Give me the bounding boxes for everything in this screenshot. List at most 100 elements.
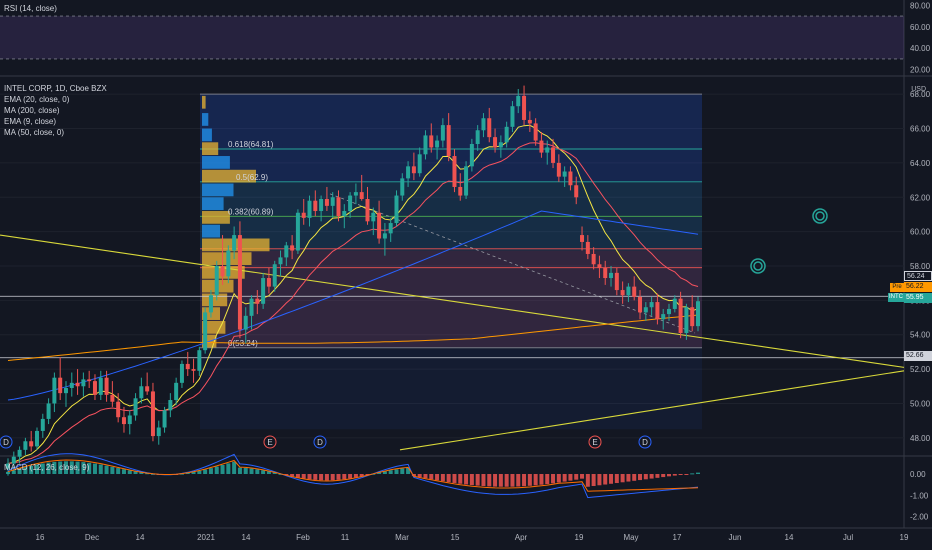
candle-body xyxy=(522,95,527,120)
macd-histogram-bar xyxy=(110,466,115,474)
macd-legend: MACD (12, 26, close, 9) xyxy=(4,463,90,472)
candle-body xyxy=(116,401,121,418)
candle-body xyxy=(620,290,625,296)
x-axis-label: 15 xyxy=(451,533,460,542)
macd-histogram-bar xyxy=(179,473,184,475)
candle-body xyxy=(237,235,242,330)
candle-body xyxy=(226,250,231,277)
macd-histogram-bar xyxy=(255,469,260,474)
candle-body xyxy=(284,245,289,258)
candle-body xyxy=(208,295,213,313)
fib-zone-red xyxy=(200,250,702,348)
volume-profile-bar xyxy=(202,128,212,142)
target-circle-inner xyxy=(815,211,825,221)
candle-body xyxy=(110,394,115,402)
volume-profile-bar xyxy=(202,169,256,183)
candle-body xyxy=(585,241,590,254)
event-marker xyxy=(263,435,277,449)
event-marker xyxy=(0,435,13,449)
macd-histogram-bar xyxy=(411,474,416,477)
x-axis-label: Apr xyxy=(515,533,528,542)
x-axis-label: 19 xyxy=(900,533,909,542)
price-tag-top: 56.24 xyxy=(904,271,932,281)
macd-histogram-bar xyxy=(203,469,208,474)
x-axis-label: 17 xyxy=(673,533,682,542)
macd-histogram-bar xyxy=(498,474,503,487)
macd-histogram-bar xyxy=(469,474,474,486)
fib-level-label: 0.382(60.89) xyxy=(228,207,274,216)
macd-histogram-bar xyxy=(365,474,370,476)
macd-histogram-bar xyxy=(75,461,80,474)
macd-histogram-bar xyxy=(643,474,648,480)
candle-body xyxy=(145,386,150,392)
price-tick-label: 54.00 xyxy=(910,331,931,340)
event-marker-label: D xyxy=(3,438,9,447)
macd-histogram-bar xyxy=(46,462,51,474)
candle-body xyxy=(655,302,660,320)
macd-histogram-bar xyxy=(690,473,695,475)
macd-histogram-bar xyxy=(440,474,445,482)
candle-body xyxy=(649,302,654,308)
macd-histogram-bar xyxy=(278,473,283,475)
macd-histogram-bar xyxy=(661,474,666,478)
price-tag-bottom: 52.66 xyxy=(904,351,932,361)
macd-histogram-bar xyxy=(121,469,126,474)
x-axis-label: 11 xyxy=(341,533,350,542)
candle-body xyxy=(411,166,416,174)
macd-histogram-bar xyxy=(452,474,457,483)
candle-body xyxy=(307,200,312,218)
macd-histogram-bar xyxy=(667,474,672,477)
candle-body xyxy=(643,307,648,313)
price-tick-label: 48.00 xyxy=(910,434,931,443)
macd-histogram-bar xyxy=(23,467,28,474)
macd-histogram-bar xyxy=(261,470,266,474)
macd-histogram-bar xyxy=(527,474,532,486)
candle-body xyxy=(98,377,103,395)
candle-body xyxy=(353,192,358,196)
rsi-band xyxy=(0,16,904,59)
event-marker-label: E xyxy=(592,438,597,447)
macd-histogram-bar xyxy=(545,474,550,485)
macd-histogram-bar xyxy=(551,474,556,484)
macd-histogram-bar xyxy=(214,466,219,474)
candle-body xyxy=(516,95,521,107)
candle-body xyxy=(678,298,683,334)
macd-histogram-bar xyxy=(11,470,16,474)
legend-symbol: INTEL CORP, 1D, Cboe BZX xyxy=(4,84,107,93)
macd-histogram-bar xyxy=(678,474,683,475)
macd-histogram-bar xyxy=(533,474,538,486)
candle-body xyxy=(121,417,126,425)
candle-body xyxy=(632,286,637,297)
candle-body xyxy=(214,266,219,296)
candle-body xyxy=(452,156,457,187)
x-axis-label: 19 xyxy=(575,533,584,542)
x-axis-label: Feb xyxy=(296,533,310,542)
event-marker-label: D xyxy=(317,438,323,447)
candle-body xyxy=(510,106,515,127)
macd-histogram-bar xyxy=(684,474,689,475)
macd-histogram-bar xyxy=(400,468,405,474)
macd-histogram-bar xyxy=(522,474,527,487)
candle-body xyxy=(162,410,167,428)
rsi-tick-label: 20.00 xyxy=(910,66,931,75)
macd-histogram-bar xyxy=(284,474,289,476)
macd-histogram-bar xyxy=(597,474,602,486)
candle-body xyxy=(435,140,440,148)
candle-body xyxy=(533,123,538,141)
candle-body xyxy=(458,186,463,196)
price-tick-label: 64.00 xyxy=(910,159,931,168)
candle-body xyxy=(203,312,208,351)
x-axis-label: May xyxy=(623,533,638,542)
fib-level-label: 0.5(62.9) xyxy=(236,173,268,182)
macd-histogram-bar xyxy=(382,471,387,474)
candle-body xyxy=(34,430,39,447)
candle-body xyxy=(179,363,184,383)
target-circle xyxy=(750,258,766,274)
macd-histogram-bar xyxy=(313,474,318,480)
macd-histogram-bar xyxy=(29,465,34,474)
ma50-line xyxy=(7,210,699,401)
macd-histogram-bar xyxy=(307,474,312,480)
candle-body xyxy=(406,166,411,179)
macd-histogram-bar xyxy=(585,474,590,487)
